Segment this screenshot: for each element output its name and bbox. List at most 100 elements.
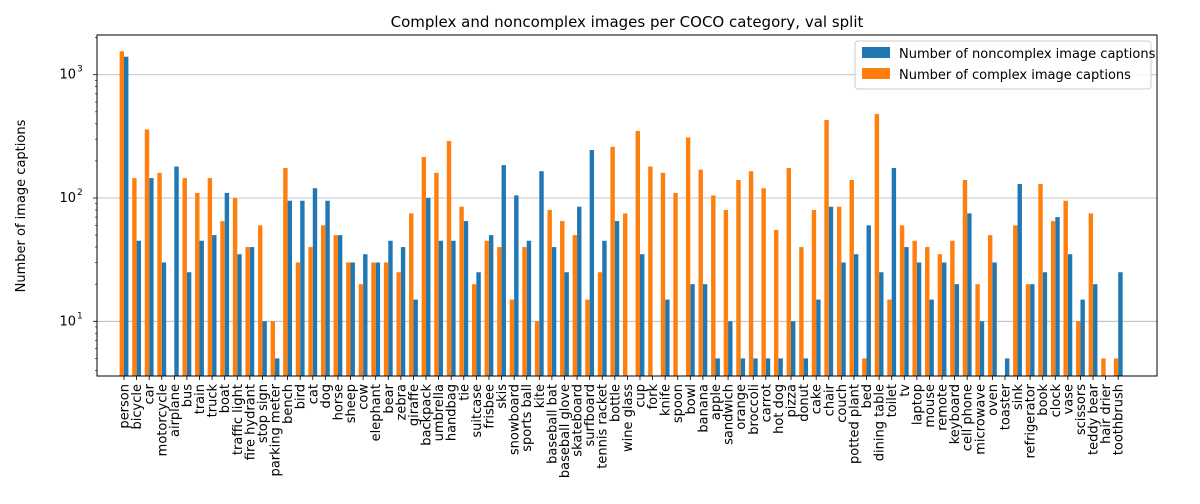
bar-complex-couch bbox=[836, 206, 842, 376]
bar-noncomplex-cake bbox=[816, 299, 821, 376]
x-tick-label-cow: cow bbox=[357, 384, 372, 410]
bar-complex-parking-meter bbox=[270, 321, 276, 376]
bar-noncomplex-toilet bbox=[891, 168, 897, 376]
bar-noncomplex-bottle bbox=[614, 221, 620, 376]
bar-complex-cow bbox=[358, 284, 364, 376]
x-tick-label-bowl: bowl bbox=[684, 384, 699, 414]
bar-complex-stop-sign bbox=[258, 225, 263, 376]
y-tick-label-exponent: 1 bbox=[77, 311, 83, 321]
bar-noncomplex-pizza bbox=[791, 321, 796, 376]
legend-label-complex: Number of complex image captions bbox=[899, 68, 1131, 83]
legend-swatch-noncomplex bbox=[862, 47, 890, 58]
x-tick-label-handbag: handbag bbox=[445, 384, 460, 441]
x-tick-label-truck: truck bbox=[206, 384, 221, 418]
x-tick-label-bench: bench bbox=[281, 384, 296, 424]
x-tick-label-umbrella: umbrella bbox=[432, 384, 447, 441]
x-tick-label-toaster: toaster bbox=[998, 383, 1013, 430]
bar-noncomplex-bird bbox=[300, 200, 305, 376]
bar-noncomplex-apple bbox=[715, 358, 720, 376]
x-tick-label-parking-meter: parking meter bbox=[269, 383, 284, 476]
bar-complex-bicycle bbox=[132, 178, 137, 376]
bar-noncomplex-sports-ball bbox=[526, 240, 532, 376]
bar-noncomplex-dog bbox=[325, 200, 330, 376]
bar-complex-mouse bbox=[925, 247, 930, 376]
bar-noncomplex-truck bbox=[212, 235, 217, 376]
bar-noncomplex-cow bbox=[363, 254, 368, 376]
bar-complex-vase bbox=[1063, 200, 1068, 376]
x-tick-label-stop-sign: stop sign bbox=[256, 384, 271, 443]
bar-noncomplex-toaster bbox=[1004, 358, 1010, 376]
bar-noncomplex-bed bbox=[866, 225, 871, 376]
x-tick-label-tie: tie bbox=[457, 384, 472, 401]
bar-complex-bench bbox=[283, 168, 288, 376]
bar-noncomplex-chair bbox=[828, 206, 834, 376]
x-tick-label-fork: fork bbox=[646, 384, 661, 410]
bar-noncomplex-broccoli bbox=[753, 358, 758, 376]
x-tick-label-hair-drier: hair drier bbox=[1099, 383, 1114, 444]
x-tick-label-skateboard: skateboard bbox=[571, 384, 586, 457]
bar-noncomplex-baseball-bat bbox=[551, 247, 557, 376]
x-tick-label-dog: dog bbox=[319, 384, 334, 408]
y-tick-label-exponent: 2 bbox=[77, 188, 83, 198]
legend-label-noncomplex: Number of noncomplex image captions bbox=[899, 47, 1156, 62]
bar-complex-baseball-glove bbox=[560, 221, 565, 376]
bar-complex-sink bbox=[1013, 225, 1018, 376]
bar-noncomplex-fire-hydrant bbox=[249, 247, 255, 376]
bar-noncomplex-keyboard bbox=[954, 284, 960, 376]
bar-complex-toilet bbox=[887, 299, 892, 376]
bar-complex-baseball-bat bbox=[547, 209, 552, 376]
legend-frame bbox=[854, 40, 1152, 90]
x-tick-label-bed: bed bbox=[860, 384, 875, 409]
bar-complex-bear bbox=[383, 262, 389, 376]
x-tick-label-spoon: spoon bbox=[671, 384, 686, 423]
x-tick-label-car: car bbox=[143, 383, 158, 404]
bar-complex-wine-glass bbox=[623, 213, 628, 376]
bar-complex-skateboard bbox=[572, 235, 578, 376]
bar-complex-pizza bbox=[786, 168, 792, 376]
bar-complex-apple bbox=[711, 195, 716, 376]
bar-complex-handbag bbox=[446, 141, 452, 376]
bar-complex-refrigerator bbox=[1025, 284, 1031, 376]
x-tick-label-train: train bbox=[193, 384, 208, 414]
x-tick-label-tv: tv bbox=[898, 384, 913, 397]
bar-complex-sandwich bbox=[723, 209, 729, 376]
bar-noncomplex-scissors bbox=[1080, 299, 1085, 376]
y-tick-label: 10 bbox=[59, 68, 76, 83]
x-tick-label-clock: clock bbox=[1049, 384, 1064, 418]
bar-complex-hair-drier bbox=[1101, 358, 1106, 376]
bar-complex-surfboard bbox=[585, 299, 590, 376]
x-tick-label-baseball-bat: baseball bat bbox=[545, 384, 560, 464]
bar-complex-truck bbox=[207, 178, 213, 376]
bar-noncomplex-sheep bbox=[350, 262, 355, 376]
x-tick-label-bus: bus bbox=[180, 384, 195, 407]
x-tick-label-sheep: sheep bbox=[344, 384, 359, 423]
bar-complex-potted-plant bbox=[849, 179, 854, 376]
bar-complex-bowl bbox=[685, 137, 691, 376]
x-tick-label-airplane: airplane bbox=[168, 384, 183, 437]
bar-complex-tennis-racket bbox=[597, 272, 603, 376]
bar-noncomplex-bus bbox=[186, 272, 192, 376]
x-tick-label-pizza: pizza bbox=[785, 384, 800, 417]
bar-complex-clock bbox=[1050, 221, 1056, 376]
bar-noncomplex-car bbox=[149, 178, 154, 376]
bar-noncomplex-mouse bbox=[929, 299, 934, 376]
bar-noncomplex-bear bbox=[388, 240, 393, 376]
bar-noncomplex-sink bbox=[1017, 183, 1022, 376]
x-tick-label-sink: sink bbox=[1011, 384, 1026, 411]
bar-noncomplex-motorcycle bbox=[161, 262, 167, 376]
x-tick-label-carrot: carrot bbox=[759, 384, 774, 422]
bar-noncomplex-giraffe bbox=[413, 299, 418, 376]
bar-complex-tv bbox=[899, 225, 905, 376]
x-tick-label-cat: cat bbox=[306, 384, 321, 404]
bar-complex-donut bbox=[799, 247, 804, 376]
bar-noncomplex-person bbox=[124, 56, 129, 377]
bar-complex-snowboard bbox=[509, 299, 515, 376]
x-tick-label-book: book bbox=[1036, 384, 1051, 416]
bar-noncomplex-bowl bbox=[690, 284, 695, 376]
y-tick-label-exponent: 3 bbox=[77, 65, 83, 75]
bar-noncomplex-oven bbox=[992, 262, 997, 376]
bar-complex-backpack bbox=[421, 157, 427, 376]
bar-noncomplex-cat bbox=[312, 188, 318, 376]
